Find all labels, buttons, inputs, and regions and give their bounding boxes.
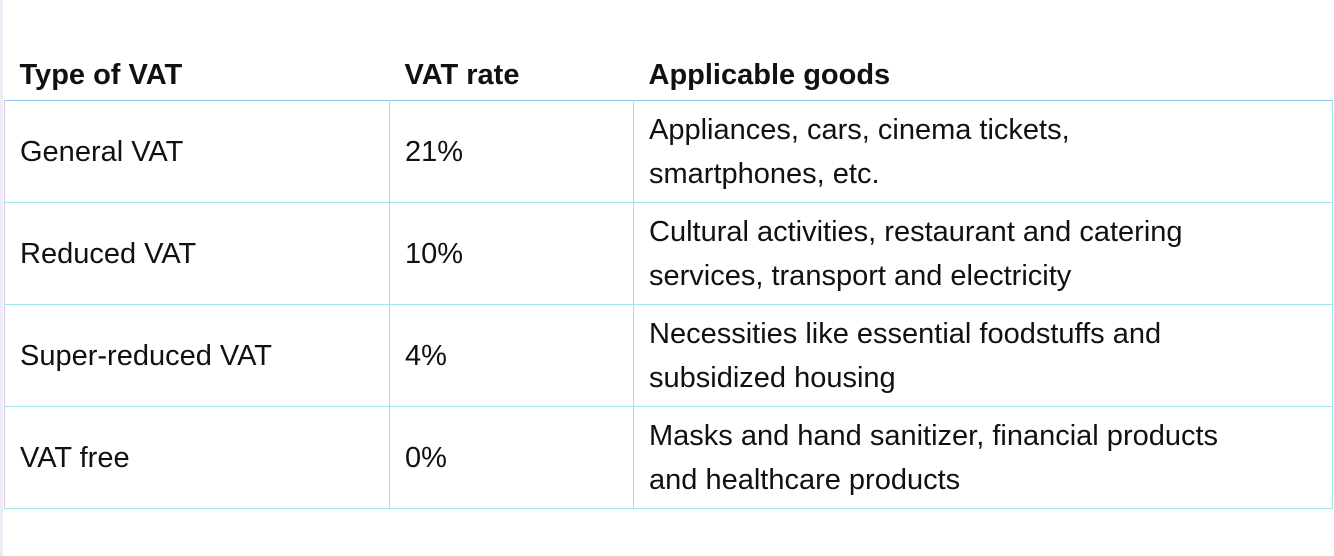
cell-vat-type: Super-reduced VAT [4,304,390,407]
cell-applicable-goods: Cultural activities, restaurant and cate… [633,202,1333,305]
header-applicable-goods: Applicable goods [648,58,891,91]
goods-line-2: services, transport and electricity [649,259,1072,292]
table-row-vat-free: VAT free 0% Masks and hand sanitizer, fi… [4,406,1333,509]
cell-vat-rate: 10% [389,202,634,305]
goods-line-1: Cultural activities, restaurant and cate… [649,215,1183,248]
table-row-super-reduced-vat: Super-reduced VAT 4% Necessities like es… [4,304,1333,407]
goods-line-2: smartphones, etc. [649,157,880,190]
vat-rates-table: Type of VAT VAT rate Applicable goods Ge… [4,50,1333,509]
goods-line-2: subsidized housing [649,361,896,394]
goods-line-2: and healthcare products [649,463,961,496]
goods-line-1: Masks and hand sanitizer, financial prod… [649,419,1219,452]
cell-vat-rate: 0% [389,406,634,509]
cell-vat-rate: 21% [389,100,634,203]
goods-line-1: Appliances, cars, cinema tickets, [649,113,1070,146]
table-header-row: Type of VAT VAT rate Applicable goods [5,50,1333,101]
cell-applicable-goods: Appliances, cars, cinema tickets, smartp… [633,100,1333,203]
table-row-general-vat: General VAT 21% Appliances, cars, cinema… [4,100,1333,203]
header-type-of-vat: Type of VAT [19,58,183,91]
cell-applicable-goods: Necessities like essential foodstuffs an… [633,304,1333,407]
vat-table-container: Type of VAT VAT rate Applicable goods Ge… [4,50,1333,509]
page-left-edge [0,0,3,556]
cell-applicable-goods: Masks and hand sanitizer, financial prod… [633,406,1333,509]
header-vat-rate: VAT rate [404,58,520,91]
cell-vat-rate: 4% [389,304,634,407]
goods-line-1: Necessities like essential foodstuffs an… [649,317,1162,350]
cell-vat-type: General VAT [4,100,390,203]
table-row-reduced-vat: Reduced VAT 10% Cultural activities, res… [4,202,1333,305]
cell-vat-type: Reduced VAT [4,202,390,305]
cell-vat-type: VAT free [4,406,390,509]
